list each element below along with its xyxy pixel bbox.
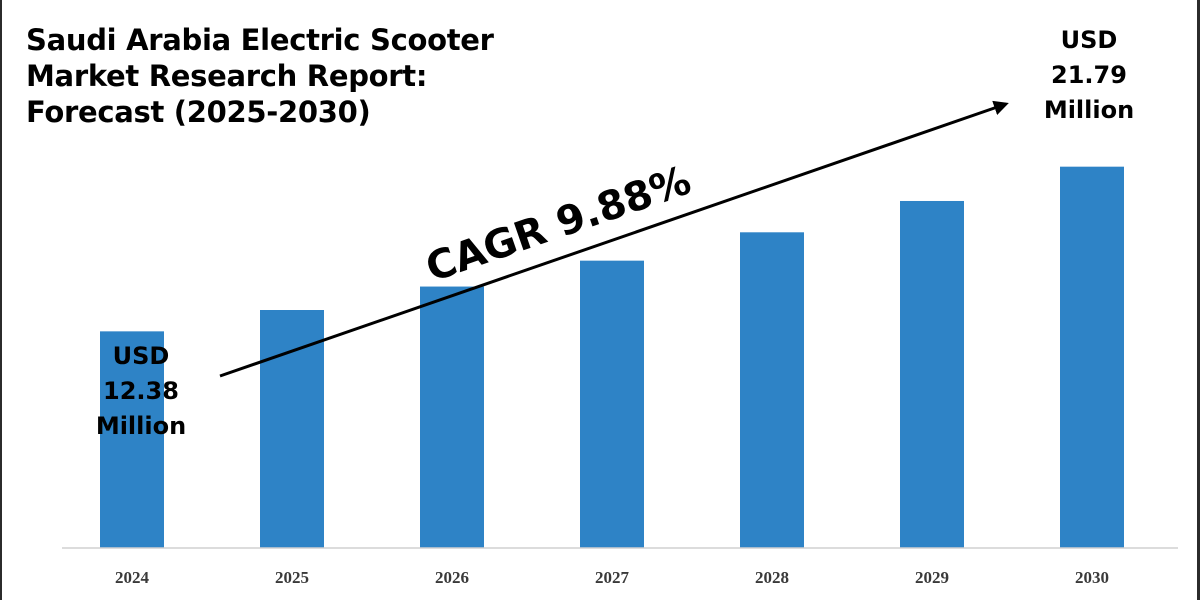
x-tick-2028: 2028 — [755, 568, 789, 587]
bar-2024 — [100, 331, 164, 548]
bar-2028 — [740, 232, 804, 549]
trend-arrow-line — [219, 100, 1009, 378]
end-callout-unit: Million — [1044, 96, 1134, 124]
x-tick-2027: 2027 — [595, 568, 630, 587]
bar-2026 — [420, 286, 484, 548]
bar-2029 — [900, 200, 964, 548]
bar-2030 — [1060, 166, 1124, 549]
x-tick-labels: 2024 2025 2026 2027 2028 2029 2030 — [115, 568, 1109, 587]
x-tick-2025: 2025 — [275, 568, 309, 587]
start-callout-value: 12.38 — [103, 377, 179, 405]
x-tick-2024: 2024 — [115, 568, 150, 587]
chart-title: Saudi Arabia Electric Scooter Market Res… — [26, 22, 494, 130]
start-value-callout: USD 12.38 Million — [96, 342, 186, 440]
bar-2025 — [260, 310, 324, 548]
bar-2027 — [580, 260, 644, 548]
start-callout-currency: USD — [113, 342, 170, 370]
x-tick-2029: 2029 — [915, 568, 949, 587]
end-callout-value: 21.79 — [1051, 61, 1127, 89]
title-line-3: Forecast (2025-2030) — [26, 95, 371, 129]
end-value-callout: USD 21.79 Million — [1044, 26, 1134, 124]
x-tick-2030: 2030 — [1075, 568, 1109, 587]
x-tick-2026: 2026 — [435, 568, 469, 587]
start-callout-unit: Million — [96, 412, 186, 440]
title-line-1: Saudi Arabia Electric Scooter — [26, 23, 494, 57]
trend-arrow — [219, 100, 1009, 378]
left-border — [0, 0, 2, 600]
title-line-2: Market Research Report: — [26, 59, 428, 93]
right-border — [1197, 0, 1200, 600]
end-callout-currency: USD — [1061, 26, 1118, 54]
